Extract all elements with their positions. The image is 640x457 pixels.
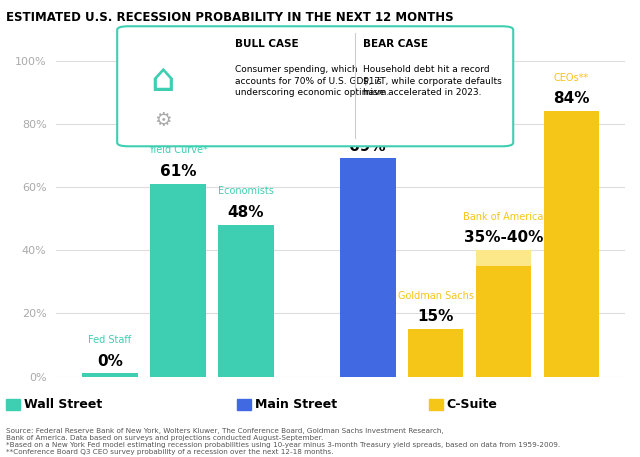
Text: Yield Curve*: Yield Curve*: [148, 145, 208, 155]
Bar: [476, 266, 531, 377]
Text: 69%: 69%: [349, 139, 386, 154]
Text: ESTIMATED U.S. RECESSION PROBABILITY IN THE NEXT 12 MONTHS: ESTIMATED U.S. RECESSION PROBABILITY IN …: [6, 11, 454, 24]
FancyBboxPatch shape: [117, 26, 513, 146]
Text: Household debt hit a record
$17T, while corporate defaults
have accelerated in 2: Household debt hit a record $17T, while …: [363, 65, 502, 97]
Text: Fed Staff: Fed Staff: [88, 335, 132, 345]
Text: Wall Street: Wall Street: [24, 398, 102, 411]
Text: C-Suite: C-Suite: [447, 398, 497, 411]
Text: 15%: 15%: [417, 309, 454, 324]
Text: Economists: Economists: [218, 186, 274, 197]
Bar: [476, 250, 531, 266]
Bar: [150, 184, 205, 377]
Bar: [408, 329, 463, 377]
Text: 35%-40%: 35%-40%: [464, 230, 543, 245]
Text: 84%: 84%: [553, 91, 589, 106]
Text: BULL CASE: BULL CASE: [236, 39, 299, 49]
Text: Bank of America: Bank of America: [463, 212, 544, 222]
Text: CEOs**: CEOs**: [554, 73, 589, 83]
Text: Goldman Sachs: Goldman Sachs: [397, 291, 474, 301]
Bar: [218, 225, 273, 377]
Text: 48%: 48%: [227, 205, 264, 220]
Bar: [340, 159, 396, 377]
Bar: [543, 111, 599, 377]
Text: 61%: 61%: [159, 164, 196, 179]
Text: Consumers: Consumers: [340, 120, 396, 130]
Text: Consumer spending, which
accounts for 70% of U.S. GDP, is
underscoring economic : Consumer spending, which accounts for 70…: [236, 65, 390, 97]
Text: ⌂: ⌂: [150, 61, 175, 99]
Text: ⚙: ⚙: [154, 111, 172, 130]
Text: BEAR CASE: BEAR CASE: [363, 39, 428, 49]
Bar: [82, 373, 138, 377]
Text: Source: Federal Reserve Bank of New York, Wolters Kluwer, The Conference Board, : Source: Federal Reserve Bank of New York…: [6, 428, 561, 455]
Text: Main Street: Main Street: [255, 398, 337, 411]
Text: 0%: 0%: [97, 354, 123, 369]
